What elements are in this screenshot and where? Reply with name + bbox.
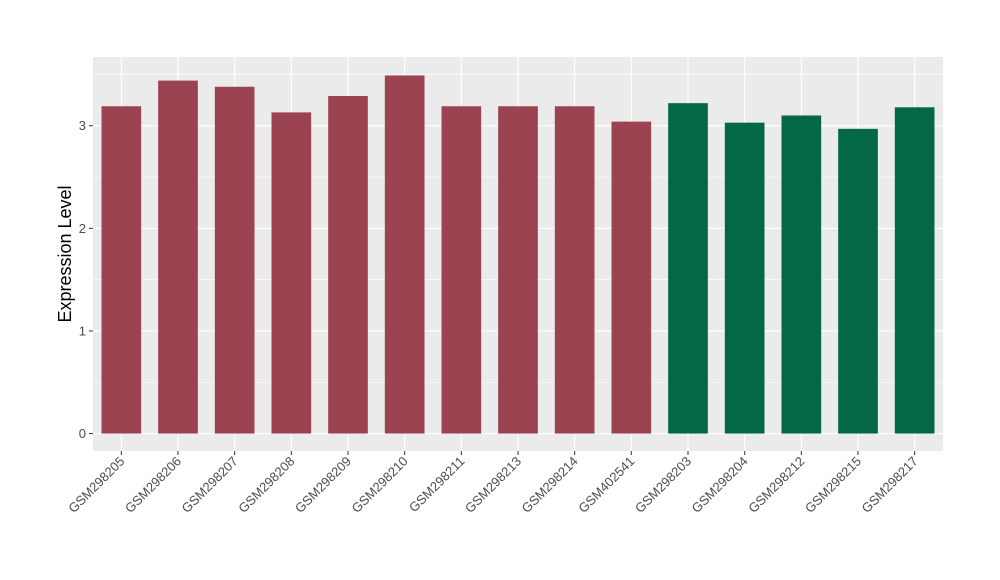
bar-GSM298206 <box>158 80 198 434</box>
y-tick-label: 3 <box>79 118 86 133</box>
x-tick-label: GSM298206 <box>122 454 184 516</box>
y-tick-label: 1 <box>79 323 86 338</box>
y-tick-label: 0 <box>79 426 86 441</box>
y-axis: 0 1 2 3 <box>79 118 93 441</box>
bar-GSM298208 <box>271 112 312 434</box>
x-tick-label: GSM298203 <box>632 454 694 516</box>
bar-GSM298210 <box>384 75 425 434</box>
bar-GSM298217 <box>894 107 935 434</box>
bar-GSM402541 <box>611 121 652 434</box>
bar-GSM298209 <box>328 95 368 434</box>
bar-GSM298207 <box>214 86 255 434</box>
x-tick-label: GSM298214 <box>519 454 581 516</box>
bar-GSM298215 <box>838 128 878 434</box>
x-tick-label: GSM298217 <box>859 454 921 516</box>
bars <box>101 75 935 434</box>
x-axis: GSM298205GSM298206GSM298207GSM298208GSM2… <box>65 451 921 516</box>
y-tick-label: 2 <box>79 221 86 236</box>
bar-GSM298213 <box>498 106 538 434</box>
x-tick-label: GSM298205 <box>65 454 127 516</box>
x-tick-label: GSM298207 <box>179 454 241 516</box>
x-tick-label: GSM298209 <box>292 454 354 516</box>
x-tick-label: GSM298215 <box>802 454 864 516</box>
x-tick-label: GSM402541 <box>575 454 637 516</box>
bar-GSM298203 <box>668 103 708 434</box>
x-tick-label: GSM298211 <box>406 454 468 516</box>
bar-GSM298214 <box>554 106 595 434</box>
x-tick-label: GSM298204 <box>689 454 751 516</box>
bar-GSM298211 <box>441 106 482 434</box>
bar-GSM298212 <box>781 115 822 434</box>
bar-GSM298204 <box>724 122 765 434</box>
x-tick-label: GSM298212 <box>745 454 807 516</box>
x-tick-label: GSM298210 <box>349 454 411 516</box>
x-tick-label: GSM298208 <box>235 454 297 516</box>
y-axis-title: Expression Level <box>55 185 75 322</box>
x-tick-label: GSM298213 <box>462 454 524 516</box>
bar-GSM298205 <box>101 106 142 434</box>
